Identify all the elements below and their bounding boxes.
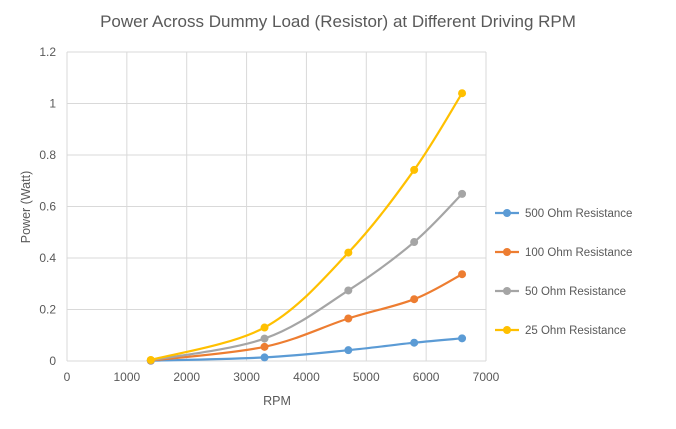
- x-tick-label: 0: [64, 370, 71, 384]
- x-tick-label: 2000: [173, 370, 200, 384]
- x-tick-label: 6000: [413, 370, 440, 384]
- y-tick-label: 1: [49, 97, 56, 111]
- y-tick-label: 0.8: [39, 148, 56, 162]
- x-tick-label: 3000: [233, 370, 260, 384]
- legend[interactable]: 500 Ohm Resistance 100 Ohm Resistance 50 O…: [495, 208, 632, 337]
- x-tick-label: 7000: [473, 370, 500, 384]
- x-axis-label: RPM: [263, 394, 291, 408]
- data-point: [344, 286, 353, 295]
- x-tick-label: 5000: [353, 370, 380, 384]
- data-point: [260, 353, 269, 362]
- legend-marker: [503, 326, 511, 334]
- data-point: [344, 248, 353, 257]
- data-point: [410, 295, 419, 304]
- chart-title: Power Across Dummy Load (Resistor) at Di…: [100, 12, 576, 31]
- data-point: [410, 338, 419, 347]
- data-point: [458, 334, 467, 343]
- series-line: [150, 273, 463, 362]
- y-tick-label: 0.4: [39, 251, 56, 265]
- x-tick-label: 4000: [293, 370, 320, 384]
- legend-label: 100 Ohm Resistance: [525, 247, 632, 259]
- gridlines: [67, 51, 487, 362]
- data-point: [260, 323, 269, 332]
- data-point: [458, 189, 467, 198]
- y-tick-label: 0: [49, 354, 56, 368]
- data-point: [344, 346, 353, 355]
- data-point: [458, 89, 467, 98]
- legend-label: 500 Ohm Resistance: [525, 208, 632, 220]
- axes: 0 1000 2000 3000 4000 5000 6000 7000 0 0.2 0.4 0.6 0…: [39, 45, 499, 384]
- data-point: [410, 238, 419, 247]
- series-group: [146, 89, 467, 365]
- y-tick-label: 1.2: [39, 45, 56, 59]
- data-point: [260, 334, 269, 343]
- y-axis-label: Power (Watt): [19, 171, 33, 243]
- legend-label: 25 Ohm Resistance: [525, 325, 626, 337]
- data-point: [344, 314, 353, 323]
- series-line: [150, 337, 463, 362]
- data-point: [458, 270, 467, 279]
- legend-label: 50 Ohm Resistance: [525, 286, 626, 298]
- data-point: [146, 355, 155, 364]
- legend-marker: [503, 287, 511, 295]
- data-point: [260, 342, 269, 351]
- data-point: [410, 165, 419, 174]
- legend-marker: [503, 209, 511, 217]
- y-tick-label: 0.2: [39, 303, 56, 317]
- legend-marker: [503, 248, 511, 256]
- x-tick-label: 1000: [114, 370, 141, 384]
- y-tick-label: 0.6: [39, 200, 56, 214]
